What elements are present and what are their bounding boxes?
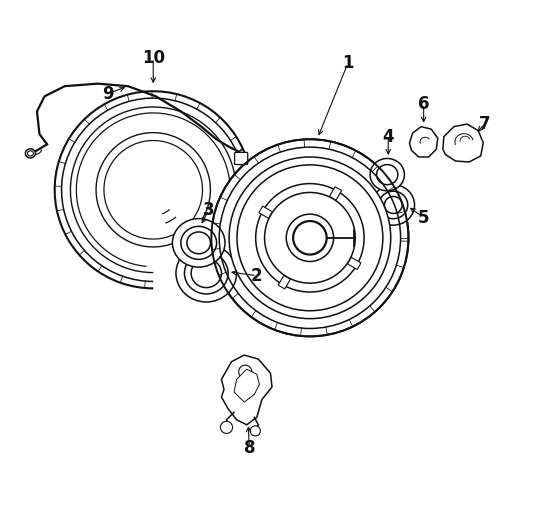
Ellipse shape — [256, 183, 364, 292]
Bar — [259, 206, 272, 218]
Text: 8: 8 — [244, 438, 255, 456]
Bar — [278, 275, 290, 289]
Ellipse shape — [212, 140, 409, 336]
Text: 10: 10 — [142, 50, 165, 67]
Ellipse shape — [220, 421, 233, 433]
Polygon shape — [410, 127, 438, 157]
Ellipse shape — [229, 157, 391, 319]
Text: 3: 3 — [203, 201, 215, 219]
Text: 5: 5 — [418, 208, 429, 226]
Ellipse shape — [172, 219, 225, 267]
Ellipse shape — [293, 221, 326, 254]
Polygon shape — [443, 124, 483, 162]
Ellipse shape — [286, 214, 333, 262]
Ellipse shape — [264, 193, 355, 283]
Polygon shape — [234, 369, 259, 402]
Bar — [330, 187, 342, 200]
Bar — [348, 258, 361, 269]
Text: 1: 1 — [342, 55, 354, 73]
Text: 2: 2 — [251, 267, 263, 285]
Ellipse shape — [370, 158, 404, 191]
Ellipse shape — [26, 149, 35, 158]
Ellipse shape — [239, 365, 252, 378]
Ellipse shape — [250, 426, 261, 436]
Text: 4: 4 — [382, 128, 394, 146]
FancyBboxPatch shape — [234, 152, 248, 165]
Polygon shape — [221, 355, 272, 425]
Text: 6: 6 — [418, 95, 429, 113]
Ellipse shape — [176, 244, 237, 302]
Ellipse shape — [372, 185, 415, 225]
Text: 7: 7 — [479, 115, 490, 133]
Ellipse shape — [237, 165, 383, 311]
Text: 9: 9 — [102, 85, 114, 103]
